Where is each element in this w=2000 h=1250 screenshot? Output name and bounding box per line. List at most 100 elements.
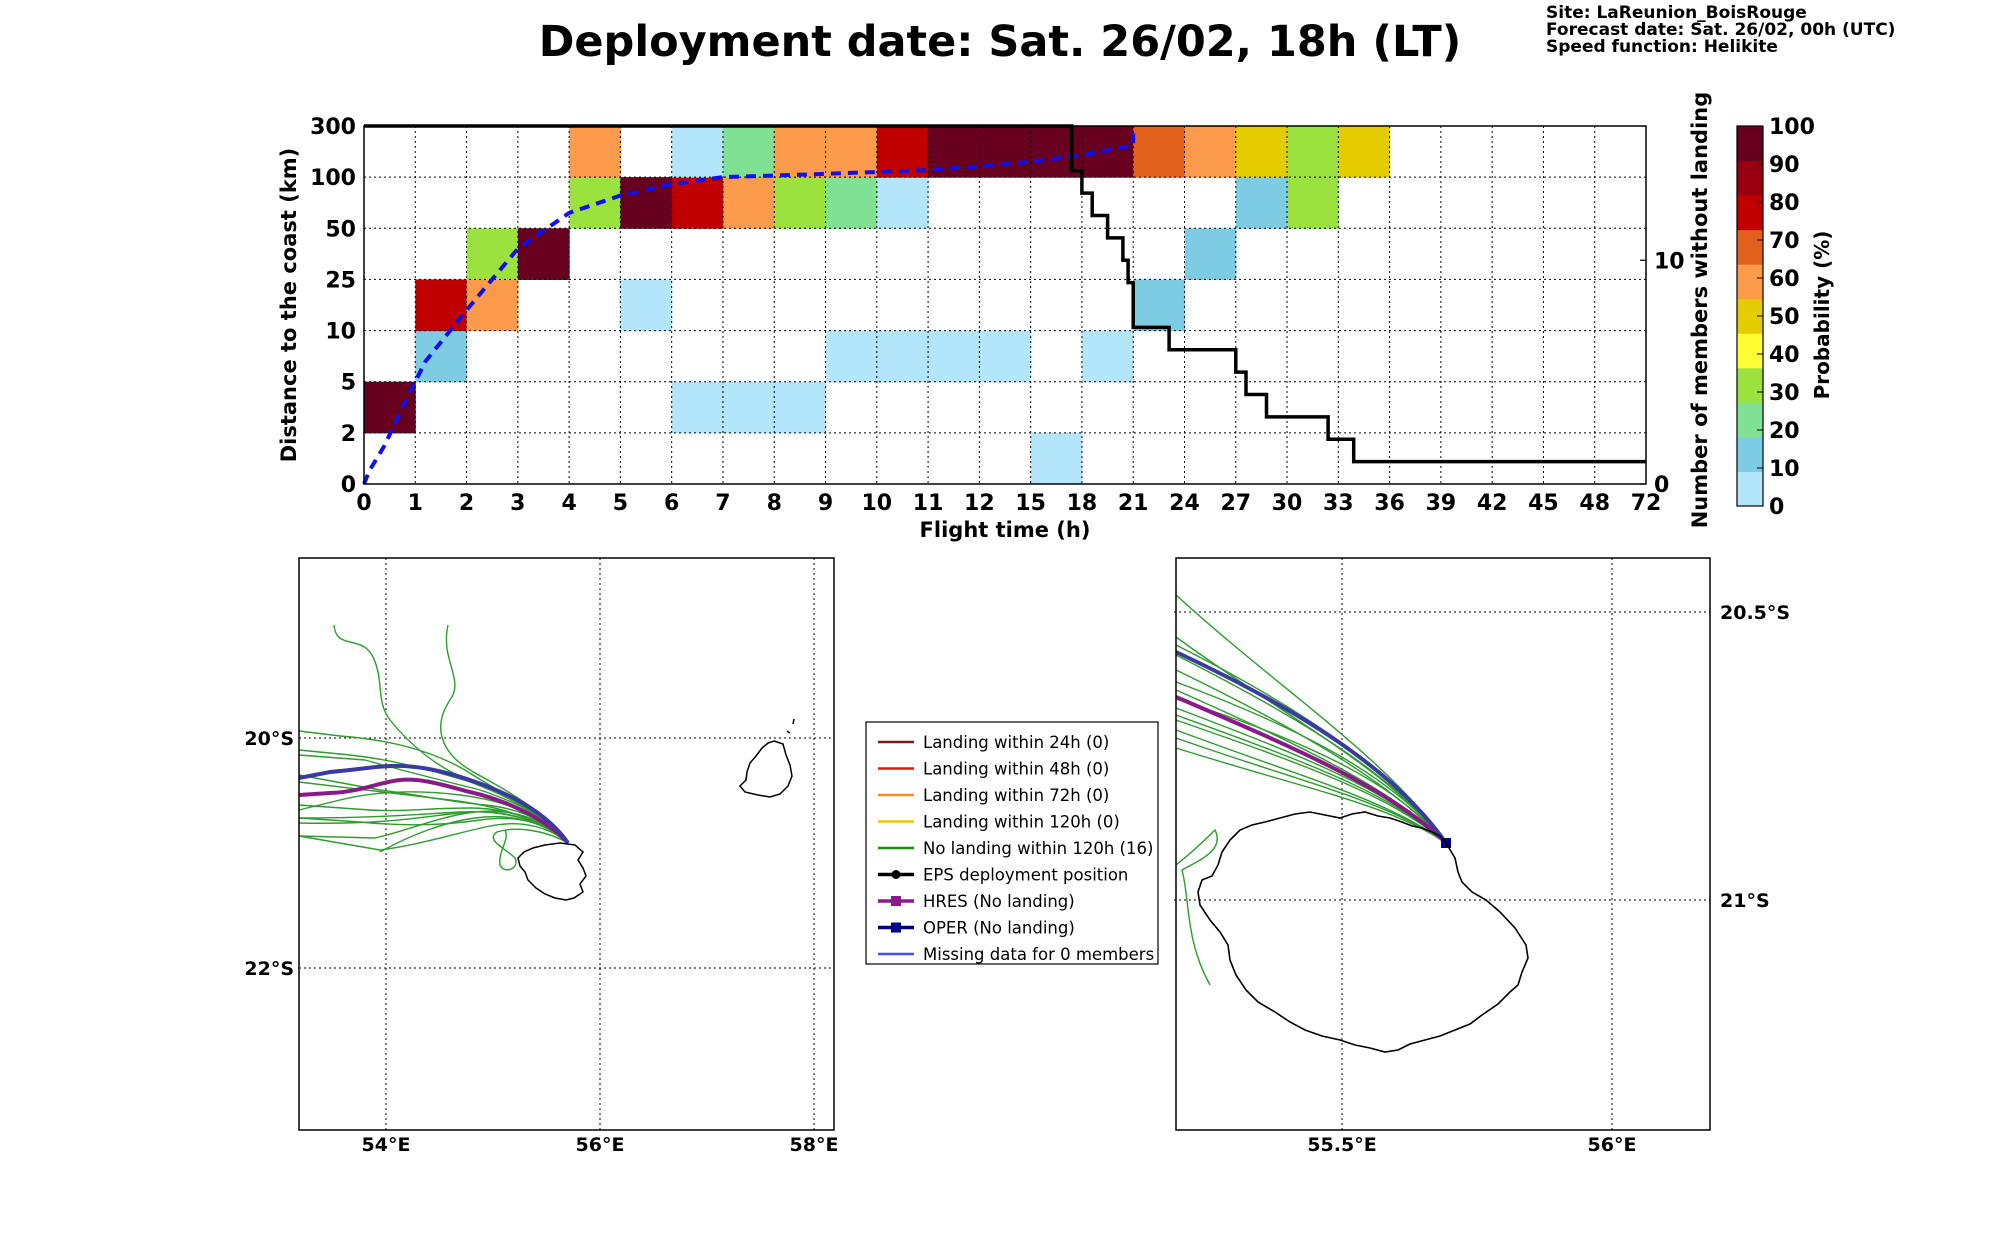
heatmap-cell-18 — [774, 126, 827, 178]
colorbar-tick-7: 70 — [1769, 229, 1800, 254]
x-tick-18: 30 — [1272, 491, 1303, 516]
colorbar-tick-1: 10 — [1769, 457, 1800, 482]
heatmap-cell-20 — [825, 177, 878, 229]
x-tick-6: 6 — [664, 491, 679, 516]
legend-frame — [865, 721, 1159, 965]
heatmap-cell-22 — [876, 330, 929, 383]
mean-distance-line — [362, 126, 1136, 485]
y-tick-6: 100 — [310, 166, 356, 191]
heatmap-cell-35 — [1184, 228, 1237, 280]
site-label: Site: LaReunion_BoisRouge — [1546, 3, 1807, 23]
heatmap-cell-36 — [1184, 126, 1237, 178]
colorbar-segment-7 — [1737, 229, 1763, 265]
colorbar-segment-8 — [1737, 195, 1763, 231]
x-axis-label: Flight time (h) — [920, 518, 1091, 542]
colorbar: 0 10 20 30 40 50 60 70 80 90 100 — [1736, 115, 1815, 520]
map-left-ytick-0: 20°S — [244, 728, 294, 750]
heatmap-cell-3 — [466, 279, 519, 332]
heatmap-cell-14 — [722, 177, 775, 229]
x-tick-12: 12 — [964, 491, 995, 516]
zoom-hres-track — [1175, 695, 1448, 845]
legend-label-5: EPS deployment position — [923, 866, 1128, 885]
legend-marker-7 — [891, 922, 901, 933]
speed-label: Speed function: Helikite — [1546, 37, 1778, 57]
hres-track — [298, 777, 570, 845]
mauritius-island-outline — [738, 718, 795, 798]
reunion-island-outline — [517, 842, 587, 901]
heatmap-cell-8 — [620, 279, 673, 332]
heatmap-cell-21 — [825, 126, 878, 178]
heatmap-cell-33 — [1133, 279, 1185, 332]
legend-label-2: Landing within 72h (0) — [923, 786, 1109, 805]
heatmap-cell-12 — [671, 126, 724, 178]
heatmap-grid — [364, 126, 1646, 484]
zoom-oper-track — [1175, 650, 1448, 845]
x-tick-8: 8 — [767, 491, 782, 516]
y-axis-label: Distance to the coast (km) — [277, 148, 301, 463]
y-tick-0: 0 — [341, 473, 356, 498]
map-right: 55.5°E 56°E 20.5°S 21°S — [1174, 557, 1790, 1156]
colorbar-tick-9: 90 — [1769, 153, 1800, 178]
map-right-xtick-0: 55.5°E — [1307, 1134, 1376, 1156]
x-tick-13: 15 — [1015, 491, 1046, 516]
heatmap-cell-10 — [671, 381, 724, 434]
legend-marker-6 — [891, 896, 901, 906]
x-tick-25: 72 — [1631, 491, 1662, 516]
legend-label-3: Landing within 120h (0) — [923, 813, 1120, 832]
colorbar-tick-2: 20 — [1769, 419, 1800, 444]
x-tick-15: 21 — [1118, 491, 1149, 516]
x-tick-21: 39 — [1426, 491, 1457, 516]
heatmap-cell-28 — [979, 126, 1032, 178]
heatmap-cell-40 — [1287, 126, 1339, 178]
y-tick-1: 2 — [341, 422, 356, 447]
y-tick-3: 10 — [325, 320, 356, 345]
x-tick-17: 27 — [1220, 491, 1251, 516]
heatmap-cell-15 — [722, 126, 775, 178]
map-right-ytick-0: 20.5°S — [1720, 602, 1790, 624]
x-tick-5: 5 — [613, 491, 628, 516]
legend-label-8: Missing data for 0 members — [923, 945, 1154, 964]
heatmap-cell-37 — [1235, 177, 1288, 229]
members-without-landing-line — [364, 124, 1646, 464]
heatmap-cells — [364, 126, 1391, 485]
x-tick-7: 7 — [715, 491, 730, 516]
heatmap-cell-13 — [722, 381, 775, 434]
heatmap-cell-30 — [1030, 126, 1083, 178]
zoom-ensemble-tracks — [1175, 594, 1447, 986]
x-tick-20: 36 — [1374, 491, 1405, 516]
legend-label-0: Landing within 24h (0) — [923, 733, 1109, 752]
heatmap-cell-7 — [569, 126, 621, 178]
y-tick-4: 25 — [325, 268, 356, 293]
map-right-frame — [1175, 557, 1711, 1131]
colorbar-segment-10 — [1737, 126, 1763, 162]
heatmap-panel: 0 1 2 3 4 5 6 7 8 9 10 11 12 15 18 21 24 27 30 33 36 39 42 45 48… — [277, 92, 1712, 542]
colorbar-tick-8: 80 — [1769, 191, 1800, 216]
x-tick-1: 1 — [408, 491, 423, 516]
ensemble-tracks — [298, 624, 569, 871]
heatmap-cell-25 — [928, 330, 980, 383]
colorbar-tick-6: 60 — [1769, 267, 1800, 292]
colorbar-tick-10: 100 — [1769, 115, 1815, 140]
legend-label-6: HRES (No landing) — [923, 892, 1075, 911]
y2-tick-labels: 0 10 — [1640, 249, 1685, 498]
heatmap-cell-27 — [979, 330, 1032, 383]
heatmap-cell-16 — [774, 381, 827, 434]
colorbar-tick-3: 30 — [1769, 381, 1800, 406]
colorbar-segment-6 — [1737, 264, 1763, 300]
colorbar-segment-2 — [1737, 402, 1763, 438]
legend-marker-5 — [891, 870, 901, 879]
y-tick-5: 50 — [325, 217, 356, 242]
y-tick-2: 5 — [341, 371, 356, 396]
x-tick-2: 2 — [459, 491, 474, 516]
colorbar-segment-1 — [1737, 436, 1763, 472]
heatmap-cell-41 — [1338, 126, 1391, 178]
x-tick-3: 3 — [510, 491, 525, 516]
heatmap-cell-23 — [876, 177, 929, 229]
heatmap-cell-2 — [415, 279, 468, 332]
heatmap-cell-39 — [1287, 177, 1339, 229]
x-tick-23: 45 — [1528, 491, 1559, 516]
colorbar-tick-5: 50 — [1769, 305, 1800, 330]
map-right-ytick-1: 21°S — [1720, 890, 1770, 912]
heatmap-cell-0 — [364, 381, 416, 434]
